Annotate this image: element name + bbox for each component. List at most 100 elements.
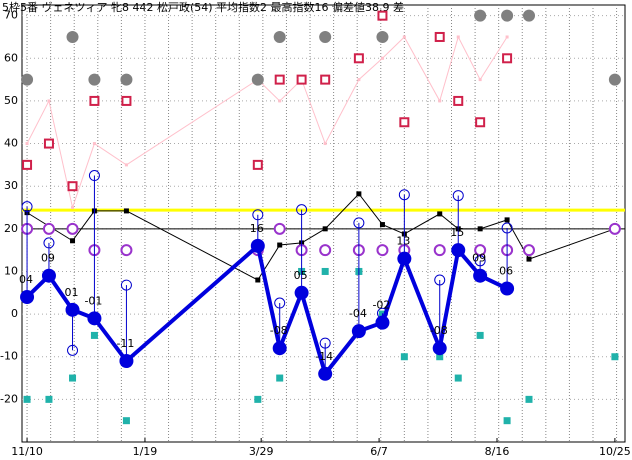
y-tick-label: -10 [0, 350, 18, 363]
marker [375, 315, 390, 330]
marker [522, 9, 535, 22]
data-label: -08 [270, 324, 288, 337]
data-label: 06 [499, 265, 513, 278]
marker [87, 311, 102, 326]
marker [322, 226, 328, 232]
marker [47, 99, 51, 103]
marker [66, 222, 79, 235]
marker [501, 9, 514, 22]
marker [90, 331, 98, 339]
marker [88, 73, 101, 86]
marker [453, 95, 464, 106]
marker [251, 73, 264, 86]
marker [119, 353, 134, 368]
marker [502, 53, 513, 64]
marker [397, 251, 412, 266]
marker [41, 268, 56, 283]
y-tick-label: 50 [4, 94, 18, 107]
marker [436, 353, 444, 361]
marker [351, 324, 366, 339]
marker [276, 374, 284, 382]
marker [69, 374, 77, 382]
marker [454, 374, 462, 382]
marker [294, 285, 309, 300]
marker [66, 30, 79, 43]
marker [522, 244, 535, 257]
marker [321, 267, 329, 275]
y-tick-label: 40 [4, 137, 18, 150]
marker [505, 35, 509, 39]
marker [274, 74, 285, 85]
y-tick-label: 10 [4, 264, 18, 277]
marker [67, 181, 78, 192]
marker [437, 211, 443, 217]
marker [353, 53, 364, 64]
marker [320, 74, 331, 85]
marker [525, 395, 533, 403]
marker [21, 73, 34, 86]
marker [120, 73, 133, 86]
y-tick-label: 30 [4, 179, 18, 192]
marker [42, 222, 55, 235]
marker [296, 74, 307, 85]
data-label: -02 [372, 299, 390, 312]
marker [25, 142, 29, 146]
data-label: 16 [250, 222, 264, 235]
chart-title: 5枠5番 ヴェネツィア 牝8 442 松戸政(54) 平均指数2 最高指数16 … [2, 0, 404, 14]
data-label: 13 [396, 235, 410, 248]
marker [376, 30, 389, 43]
series-line [26, 193, 616, 281]
marker [432, 341, 447, 356]
marker [473, 268, 488, 283]
y-tick-label: -20 [0, 392, 18, 405]
marker [451, 243, 466, 258]
marker [456, 35, 460, 39]
marker [254, 395, 262, 403]
marker [124, 163, 128, 167]
marker [611, 353, 619, 361]
marker [475, 117, 486, 128]
marker [503, 417, 511, 425]
data-label: -04 [349, 307, 367, 320]
marker [272, 341, 287, 356]
marker [357, 78, 361, 82]
marker [376, 244, 389, 257]
marker [65, 302, 80, 317]
data-label: -01 [84, 294, 102, 307]
data-label: 01 [65, 286, 79, 299]
y-tick-label: 60 [4, 51, 18, 64]
marker [273, 30, 286, 43]
data-label: 05 [294, 269, 308, 282]
marker [22, 159, 33, 170]
data-label: 09 [41, 252, 55, 265]
marker [92, 142, 96, 146]
marker [377, 10, 388, 21]
marker [23, 395, 31, 403]
marker [121, 95, 132, 106]
marker [434, 31, 445, 42]
marker [379, 222, 385, 228]
marker [45, 395, 53, 403]
marker [123, 208, 129, 214]
marker [255, 277, 261, 283]
series-line [26, 35, 508, 210]
marker [399, 117, 410, 128]
marker [252, 159, 263, 170]
data-label: -11 [116, 337, 134, 350]
marker [478, 78, 482, 82]
marker [278, 99, 282, 103]
x-tick-label: 10/25 [599, 445, 631, 458]
x-tick-label: 11/10 [11, 445, 43, 458]
marker [433, 244, 446, 257]
x-tick-label: 1/19 [133, 445, 158, 458]
marker [273, 222, 286, 235]
x-tick-label: 8/16 [485, 445, 510, 458]
marker [477, 226, 483, 232]
marker [608, 222, 621, 235]
marker [89, 95, 100, 106]
marker [474, 244, 487, 257]
data-label: 15 [450, 226, 464, 239]
y-tick-label: 20 [4, 222, 18, 235]
marker [277, 242, 283, 248]
